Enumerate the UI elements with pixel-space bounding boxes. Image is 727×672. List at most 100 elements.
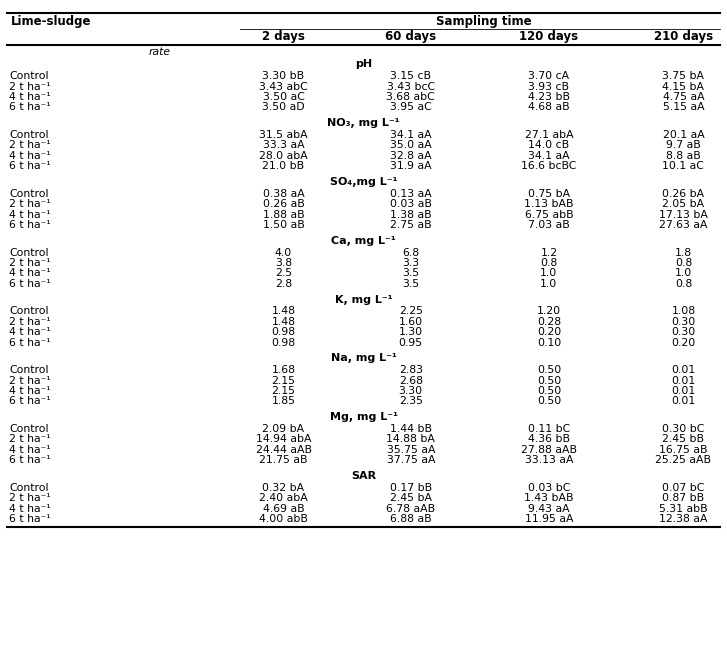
Text: 20.1 aA: 20.1 aA (662, 130, 704, 140)
Text: 21.75 aB: 21.75 aB (260, 455, 308, 465)
Text: 2.83: 2.83 (398, 365, 423, 375)
Text: 0.10: 0.10 (537, 337, 561, 347)
Text: 0.98: 0.98 (271, 337, 296, 347)
Text: 0.87 bB: 0.87 bB (662, 493, 704, 503)
Text: 2.05 bA: 2.05 bA (662, 199, 704, 209)
Text: 0.01: 0.01 (671, 376, 696, 386)
Text: 1.60: 1.60 (398, 317, 423, 327)
Text: 1.43 bAB: 1.43 bAB (524, 493, 574, 503)
Text: 4 t ha⁻¹: 4 t ha⁻¹ (9, 327, 51, 337)
Text: 1.20: 1.20 (537, 306, 561, 317)
Text: 0.50: 0.50 (537, 365, 561, 375)
Text: 4.75 aA: 4.75 aA (662, 92, 704, 102)
Text: 0.26 aB: 0.26 aB (262, 199, 305, 209)
Text: 4 t ha⁻¹: 4 t ha⁻¹ (9, 210, 51, 220)
Text: 1.13 bAB: 1.13 bAB (524, 199, 574, 209)
Text: 6.88 aB: 6.88 aB (390, 514, 432, 524)
Text: 17.13 bA: 17.13 bA (659, 210, 708, 220)
Text: 3.50 aC: 3.50 aC (262, 92, 305, 102)
Text: 3.50 aD: 3.50 aD (262, 102, 305, 112)
Text: 27.1 abA: 27.1 abA (525, 130, 573, 140)
Text: 3.43 abC: 3.43 abC (259, 81, 308, 91)
Text: 1.88 aB: 1.88 aB (262, 210, 305, 220)
Text: 3.30 bB: 3.30 bB (262, 71, 305, 81)
Text: Control: Control (9, 365, 49, 375)
Text: 37.75 aA: 37.75 aA (387, 455, 435, 465)
Text: Control: Control (9, 189, 49, 199)
Text: Na, mg L⁻¹: Na, mg L⁻¹ (331, 353, 396, 364)
Text: 33.13 aA: 33.13 aA (525, 455, 573, 465)
Text: Control: Control (9, 130, 49, 140)
Text: 24.44 aAB: 24.44 aAB (255, 445, 312, 455)
Text: 2 t ha⁻¹: 2 t ha⁻¹ (9, 258, 51, 268)
Text: 4.23 bB: 4.23 bB (528, 92, 570, 102)
Text: 27.88 aAB: 27.88 aAB (521, 445, 577, 455)
Text: 1.44 bB: 1.44 bB (390, 424, 432, 434)
Text: 3.8: 3.8 (275, 258, 292, 268)
Text: 1.30: 1.30 (398, 327, 423, 337)
Text: 1.08: 1.08 (671, 306, 696, 317)
Text: 4.36 bB: 4.36 bB (528, 434, 570, 444)
Text: 1.0: 1.0 (540, 279, 558, 289)
Text: 1.48: 1.48 (271, 306, 296, 317)
Text: 0.20: 0.20 (671, 337, 696, 347)
Text: 16.75 aB: 16.75 aB (659, 445, 707, 455)
Text: 0.38 aA: 0.38 aA (262, 189, 305, 199)
Text: 33.3 aA: 33.3 aA (262, 140, 305, 151)
Text: 0.50: 0.50 (537, 396, 561, 407)
Text: 3.5: 3.5 (402, 279, 419, 289)
Text: 0.50: 0.50 (537, 376, 561, 386)
Text: 10.1 aC: 10.1 aC (662, 161, 704, 171)
Text: 8.8 aB: 8.8 aB (666, 151, 701, 161)
Text: 0.20: 0.20 (537, 327, 561, 337)
Text: 3.15 cB: 3.15 cB (390, 71, 431, 81)
Text: SAR: SAR (351, 471, 376, 481)
Text: 4.15 bA: 4.15 bA (662, 81, 704, 91)
Text: 4.00 abB: 4.00 abB (259, 514, 308, 524)
Text: 31.5 abA: 31.5 abA (260, 130, 308, 140)
Text: 3.93 cB: 3.93 cB (529, 81, 569, 91)
Text: 0.01: 0.01 (671, 386, 696, 396)
Text: 5.31 abB: 5.31 abB (659, 503, 707, 513)
Text: 6 t ha⁻¹: 6 t ha⁻¹ (9, 102, 51, 112)
Text: 2.25: 2.25 (398, 306, 423, 317)
Text: 4 t ha⁻¹: 4 t ha⁻¹ (9, 92, 51, 102)
Text: 6 t ha⁻¹: 6 t ha⁻¹ (9, 514, 51, 524)
Text: 9.43 aA: 9.43 aA (528, 503, 570, 513)
Text: 2 t ha⁻¹: 2 t ha⁻¹ (9, 140, 51, 151)
Text: 0.01: 0.01 (671, 365, 696, 375)
Text: 1.2: 1.2 (540, 247, 558, 257)
Text: 2 t ha⁻¹: 2 t ha⁻¹ (9, 317, 51, 327)
Text: 14.88 bA: 14.88 bA (386, 434, 435, 444)
Text: 4.0: 4.0 (275, 247, 292, 257)
Text: 0.30 bC: 0.30 bC (662, 424, 704, 434)
Text: 31.9 aA: 31.9 aA (390, 161, 432, 171)
Text: pH: pH (355, 60, 372, 69)
Text: 0.07 bC: 0.07 bC (662, 482, 704, 493)
Text: 16.6 bcBC: 16.6 bcBC (521, 161, 577, 171)
Text: 3.95 aC: 3.95 aC (390, 102, 432, 112)
Text: 28.0 abA: 28.0 abA (259, 151, 308, 161)
Text: 2.8: 2.8 (275, 279, 292, 289)
Text: 5.15 aA: 5.15 aA (662, 102, 704, 112)
Text: 2.15: 2.15 (271, 386, 296, 396)
Text: Ca, mg L⁻¹: Ca, mg L⁻¹ (331, 236, 396, 246)
Text: Lime-sludge: Lime-sludge (11, 15, 92, 28)
Text: 4 t ha⁻¹: 4 t ha⁻¹ (9, 268, 51, 278)
Text: 6 t ha⁻¹: 6 t ha⁻¹ (9, 396, 51, 407)
Text: 4 t ha⁻¹: 4 t ha⁻¹ (9, 386, 51, 396)
Text: 14.94 abA: 14.94 abA (256, 434, 311, 444)
Text: 34.1 aA: 34.1 aA (390, 130, 432, 140)
Text: 2.75 aB: 2.75 aB (390, 220, 432, 230)
Text: 25.25 aAB: 25.25 aAB (655, 455, 712, 465)
Text: 3.3: 3.3 (402, 258, 419, 268)
Text: 6 t ha⁻¹: 6 t ha⁻¹ (9, 220, 51, 230)
Text: 120 days: 120 days (519, 30, 579, 43)
Text: Control: Control (9, 424, 49, 434)
Text: 1.0: 1.0 (675, 268, 692, 278)
Text: 1.0: 1.0 (540, 268, 558, 278)
Text: 7.03 aB: 7.03 aB (528, 220, 570, 230)
Text: 2.45 bB: 2.45 bB (662, 434, 704, 444)
Text: 0.30: 0.30 (671, 317, 696, 327)
Text: 2 t ha⁻¹: 2 t ha⁻¹ (9, 81, 51, 91)
